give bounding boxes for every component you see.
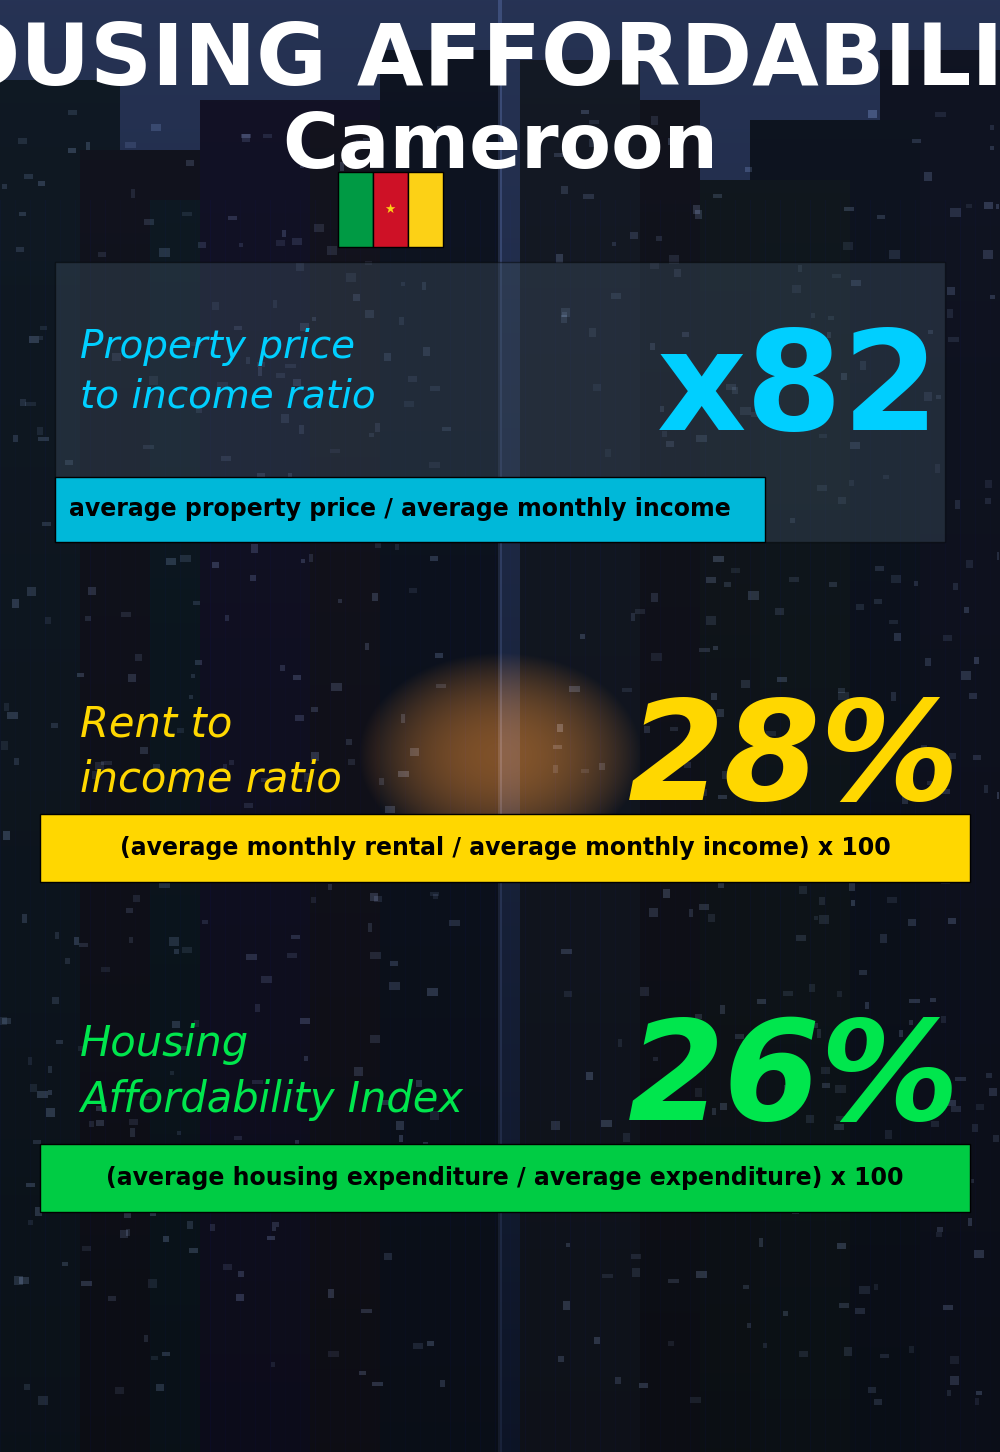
FancyBboxPatch shape	[372, 171, 408, 247]
Text: x82: x82	[657, 324, 940, 459]
FancyBboxPatch shape	[55, 261, 945, 542]
Text: Property price
to income ratio: Property price to income ratio	[80, 328, 376, 417]
Text: (average monthly rental / average monthly income) x 100: (average monthly rental / average monthl…	[120, 836, 890, 860]
Text: Housing
Affordability Index: Housing Affordability Index	[80, 1024, 463, 1121]
Text: (average housing expenditure / average expenditure) x 100: (average housing expenditure / average e…	[106, 1166, 904, 1191]
Text: HOUSING AFFORDABILITY: HOUSING AFFORDABILITY	[0, 20, 1000, 103]
FancyBboxPatch shape	[40, 815, 970, 881]
Text: 28%: 28%	[628, 694, 960, 829]
Text: ★: ★	[384, 203, 396, 216]
Text: 26%: 26%	[628, 1015, 960, 1150]
FancyBboxPatch shape	[338, 171, 372, 247]
Text: average property price / average monthly income: average property price / average monthly…	[69, 497, 731, 521]
FancyBboxPatch shape	[55, 478, 765, 542]
FancyBboxPatch shape	[408, 171, 442, 247]
Text: Rent to
income ratio: Rent to income ratio	[80, 703, 342, 800]
FancyBboxPatch shape	[40, 1144, 970, 1212]
Text: Cameroon: Cameroon	[282, 110, 718, 184]
